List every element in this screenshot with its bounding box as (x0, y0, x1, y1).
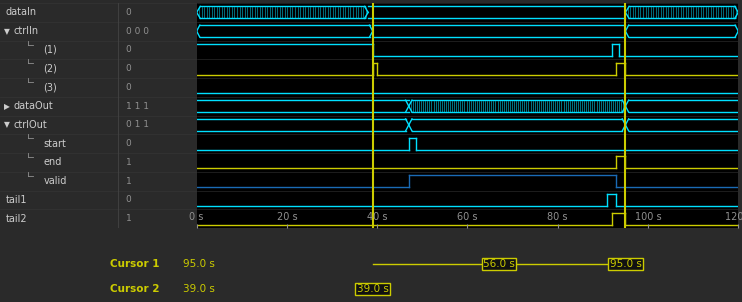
Text: 0: 0 (126, 195, 131, 204)
Text: 39.0 s: 39.0 s (357, 284, 389, 294)
Text: 0: 0 (126, 64, 131, 73)
Text: 1: 1 (126, 214, 131, 223)
Text: 0 1 1: 0 1 1 (126, 120, 149, 129)
Text: ▼: ▼ (4, 120, 10, 129)
Text: dataOut: dataOut (14, 101, 53, 111)
Text: Cursor 2: Cursor 2 (111, 284, 160, 294)
Text: 56.0 s: 56.0 s (483, 259, 515, 269)
Text: 95.0 s: 95.0 s (609, 259, 641, 269)
Text: 0: 0 (126, 8, 131, 17)
Text: ctrlIn: ctrlIn (14, 26, 39, 36)
Text: start: start (43, 139, 66, 149)
Text: ctrlOut: ctrlOut (14, 120, 47, 130)
Text: valid: valid (43, 176, 67, 186)
Text: end: end (43, 157, 62, 167)
Text: (2): (2) (43, 64, 57, 74)
Text: 1: 1 (126, 177, 131, 186)
Text: 0: 0 (126, 83, 131, 92)
Text: (1): (1) (43, 45, 57, 55)
Text: ▶: ▶ (4, 102, 10, 111)
Text: 95.0 s: 95.0 s (183, 259, 215, 269)
Text: tail2: tail2 (6, 214, 27, 224)
Text: 0 0 0: 0 0 0 (126, 27, 149, 36)
Text: ▼: ▼ (4, 27, 10, 36)
Text: (3): (3) (43, 82, 57, 92)
Text: Cursor 1: Cursor 1 (111, 259, 160, 269)
Text: 39.0 s: 39.0 s (183, 284, 215, 294)
Text: 1: 1 (126, 158, 131, 167)
Text: 0: 0 (126, 139, 131, 148)
Text: dataIn: dataIn (6, 7, 37, 18)
Text: 1 1 1: 1 1 1 (126, 102, 149, 111)
Text: tail1: tail1 (6, 195, 27, 205)
Text: 0: 0 (126, 45, 131, 54)
